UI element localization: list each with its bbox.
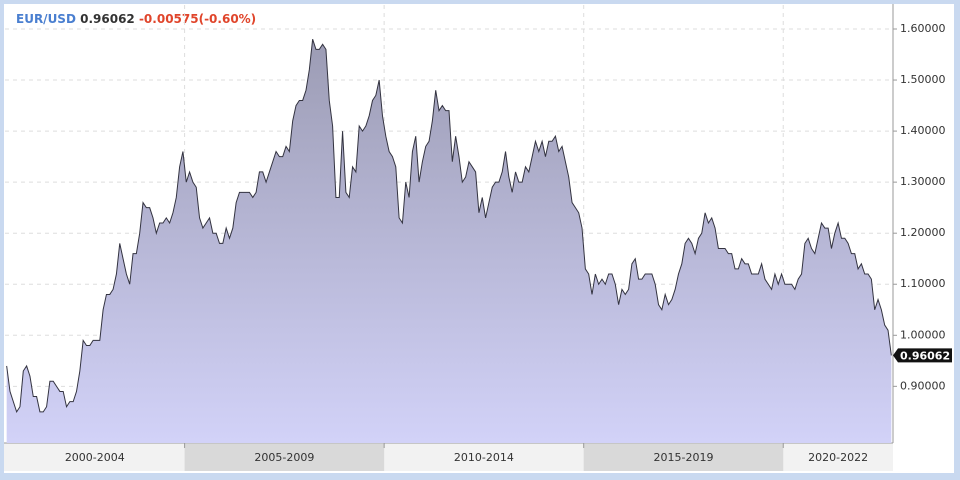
y-tick-label: 1.20000 xyxy=(900,226,946,239)
y-tick-label: 1.30000 xyxy=(900,175,946,188)
last-price: 0.96062 xyxy=(80,12,135,26)
y-tick-label: 1.50000 xyxy=(900,73,946,86)
ticker-header: EUR/USD 0.96062 -0.00575(-0.60%) xyxy=(16,12,256,26)
x-tick-label: 2015-2019 xyxy=(653,451,713,464)
last-price-box xyxy=(893,348,952,363)
x-tick-label: 2020-2022 xyxy=(808,451,868,464)
y-tick-label: 0.90000 xyxy=(900,379,946,392)
x-tick-label: 2005-2009 xyxy=(254,451,314,464)
y-tick-label: 1.00000 xyxy=(900,328,946,341)
x-tick-label: 2000-2004 xyxy=(65,451,125,464)
price-change: -0.00575(-0.60%) xyxy=(139,12,256,26)
y-tick-label: 1.10000 xyxy=(900,277,946,290)
last-price-label: 0.96062 xyxy=(900,349,950,362)
period-band xyxy=(184,444,385,471)
x-tick-label: 2010-2014 xyxy=(454,451,514,464)
period-band xyxy=(583,444,784,471)
price-line xyxy=(6,39,892,414)
y-tick-label: 1.60000 xyxy=(900,22,946,35)
symbol: EUR/USD xyxy=(16,12,76,26)
y-tick-label: 1.40000 xyxy=(900,124,946,137)
price-area xyxy=(6,39,892,443)
